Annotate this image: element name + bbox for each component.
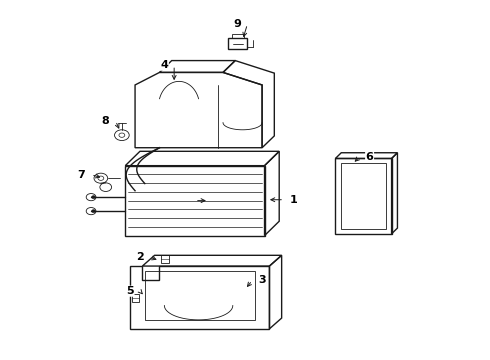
- Text: 9: 9: [234, 19, 242, 29]
- Circle shape: [92, 196, 96, 199]
- Text: 5: 5: [126, 286, 134, 296]
- Bar: [161, 255, 169, 263]
- Text: 8: 8: [102, 116, 110, 126]
- Text: 1: 1: [290, 195, 298, 205]
- Text: 7: 7: [77, 170, 85, 180]
- Bar: [232, 34, 244, 39]
- Circle shape: [92, 210, 96, 212]
- Bar: [132, 294, 140, 302]
- Text: 6: 6: [366, 152, 373, 162]
- Text: 3: 3: [258, 275, 266, 285]
- Text: 2: 2: [136, 252, 144, 262]
- Text: 4: 4: [160, 60, 169, 70]
- Bar: [228, 39, 247, 49]
